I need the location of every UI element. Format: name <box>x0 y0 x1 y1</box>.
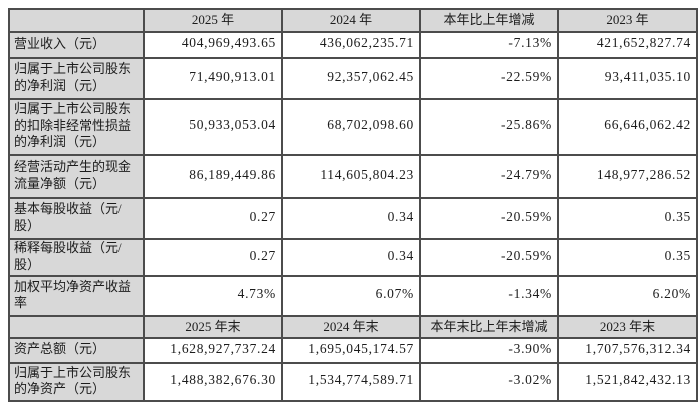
table-row-diluted-eps: 稀释每股收益（元/股） 0.27 0.34 -20.59% 0.35 <box>10 240 698 277</box>
cell-value: 0.35 <box>559 240 698 277</box>
financial-summary-table: 2025 年 2024 年 本年比上年增减 2023 年 营业收入（元） 404… <box>8 8 698 402</box>
cell-value: 66,646,062.42 <box>559 100 698 156</box>
col-header-yoy-change: 本年比上年增减 <box>421 10 559 33</box>
row-label: 归属于上市公司股东的净利润（元） <box>10 59 145 100</box>
cell-value: -20.59% <box>421 199 559 240</box>
row-label: 稀释每股收益（元/股） <box>10 240 145 277</box>
row-label: 营业收入（元） <box>10 33 145 59</box>
row-label: 归属于上市公司股东的净资产（元） <box>10 364 145 402</box>
corner-cell <box>10 317 145 339</box>
cell-value: -24.79% <box>421 156 559 199</box>
table-row-net-profit: 归属于上市公司股东的净利润（元） 71,490,913.01 92,357,06… <box>10 59 698 100</box>
col-header-2024-end: 2024 年末 <box>283 317 421 339</box>
cell-value: -1.34% <box>421 277 559 317</box>
cell-value: 1,521,842,432.13 <box>559 364 698 402</box>
col-header-2023-end: 2023 年末 <box>559 317 698 339</box>
cell-value: 50,933,053.04 <box>145 100 283 156</box>
row-label: 加权平均净资产收益率 <box>10 277 145 317</box>
cell-value: -3.90% <box>421 339 559 364</box>
cell-value: 1,707,576,312.34 <box>559 339 698 364</box>
col-header-eop-change: 本年末比上年末增减 <box>421 317 559 339</box>
col-header-2025-end: 2025 年末 <box>145 317 283 339</box>
cell-value: 0.35 <box>559 199 698 240</box>
cell-value: 68,702,098.60 <box>283 100 421 156</box>
cell-value: 1,488,382,676.30 <box>145 364 283 402</box>
header-row-annual: 2025 年 2024 年 本年比上年增减 2023 年 <box>10 10 698 33</box>
col-header-2023: 2023 年 <box>559 10 698 33</box>
cell-value: -22.59% <box>421 59 559 100</box>
table-row-net-assets: 归属于上市公司股东的净资产（元） 1,488,382,676.30 1,534,… <box>10 364 698 402</box>
table-row-net-profit-deducted: 归属于上市公司股东的扣除非经常性损益的净利润（元） 50,933,053.04 … <box>10 100 698 156</box>
cell-value: 1,695,045,174.57 <box>283 339 421 364</box>
cell-value: 1,534,774,589.71 <box>283 364 421 402</box>
row-label: 归属于上市公司股东的扣除非经常性损益的净利润（元） <box>10 100 145 156</box>
table-row-total-assets: 资产总额（元） 1,628,927,737.24 1,695,045,174.5… <box>10 339 698 364</box>
cell-value: 86,189,449.86 <box>145 156 283 199</box>
corner-cell <box>10 10 145 33</box>
cell-value: 0.34 <box>283 240 421 277</box>
row-label: 基本每股收益（元/股） <box>10 199 145 240</box>
table-row-basic-eps: 基本每股收益（元/股） 0.27 0.34 -20.59% 0.35 <box>10 199 698 240</box>
cell-value: 0.27 <box>145 240 283 277</box>
cell-value: -25.86% <box>421 100 559 156</box>
col-header-2025: 2025 年 <box>145 10 283 33</box>
cell-value: 93,411,035.10 <box>559 59 698 100</box>
cell-value: 1,628,927,737.24 <box>145 339 283 364</box>
cell-value: 6.20% <box>559 277 698 317</box>
cell-value: 92,357,062.45 <box>283 59 421 100</box>
cell-value: 0.27 <box>145 199 283 240</box>
table-row-revenue: 营业收入（元） 404,969,493.65 436,062,235.71 -7… <box>10 33 698 59</box>
cell-value: -20.59% <box>421 240 559 277</box>
col-header-2024: 2024 年 <box>283 10 421 33</box>
cell-value: -7.13% <box>421 33 559 59</box>
table-row-operating-cash-flow: 经营活动产生的现金流量净额（元） 86,189,449.86 114,605,8… <box>10 156 698 199</box>
cell-value: 4.73% <box>145 277 283 317</box>
cell-value: 0.34 <box>283 199 421 240</box>
cell-value: 6.07% <box>283 277 421 317</box>
cell-value: -3.02% <box>421 364 559 402</box>
cell-value: 421,652,827.74 <box>559 33 698 59</box>
cell-value: 436,062,235.71 <box>283 33 421 59</box>
cell-value: 148,977,286.52 <box>559 156 698 199</box>
cell-value: 71,490,913.01 <box>145 59 283 100</box>
header-row-end-of-period: 2025 年末 2024 年末 本年末比上年末增减 2023 年末 <box>10 317 698 339</box>
cell-value: 114,605,804.23 <box>283 156 421 199</box>
table-row-weighted-roe: 加权平均净资产收益率 4.73% 6.07% -1.34% 6.20% <box>10 277 698 317</box>
row-label: 资产总额（元） <box>10 339 145 364</box>
row-label: 经营活动产生的现金流量净额（元） <box>10 156 145 199</box>
cell-value: 404,969,493.65 <box>145 33 283 59</box>
